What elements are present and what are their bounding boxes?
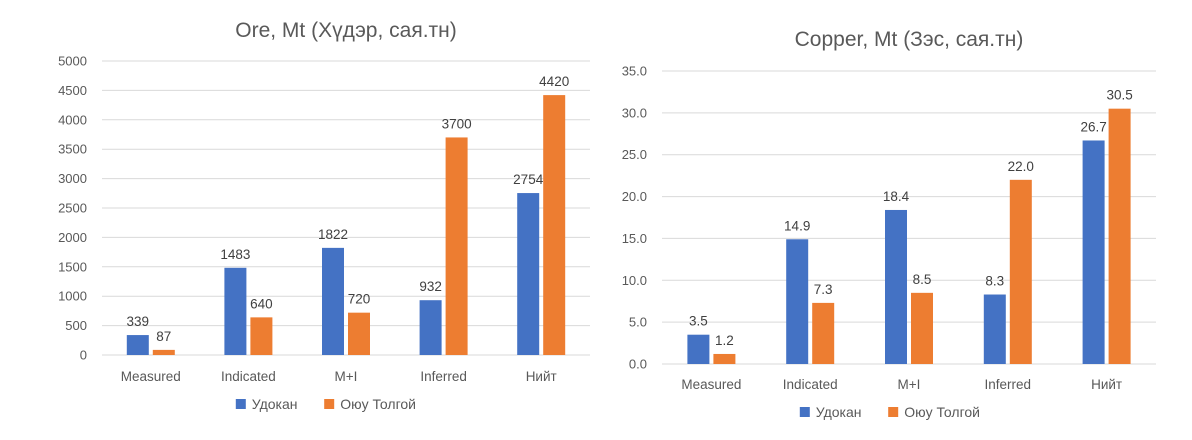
copper-y-tick-label: 0.0 bbox=[629, 357, 647, 372]
copper-data-label: 14.9 bbox=[784, 218, 810, 233]
copper-category-label: Нийт bbox=[1091, 377, 1122, 392]
ore-bar-udokan bbox=[126, 335, 149, 355]
copper-data-label: 22.0 bbox=[1008, 159, 1034, 174]
ore-data-label: 339 bbox=[127, 314, 150, 329]
ore-y-tick-label: 500 bbox=[65, 318, 87, 333]
copper-y-tick-label: 20.0 bbox=[622, 189, 647, 204]
ore-y-tick-label: 0 bbox=[80, 348, 87, 363]
ore-bar-oyu-tolgoi bbox=[543, 95, 566, 355]
copper-bar-udokan bbox=[687, 334, 710, 364]
ore-bar-udokan bbox=[419, 300, 442, 355]
copper-legend-swatch-oyu-tolgoi bbox=[888, 407, 899, 417]
copper-y-tick-label: 25.0 bbox=[622, 147, 647, 162]
ore-data-label: 1822 bbox=[318, 227, 348, 242]
ore-data-label: 4420 bbox=[539, 74, 569, 89]
copper-legend-label-oyu-tolgoi: Оюу Толгой bbox=[904, 404, 980, 420]
copper-bar-oyu-tolgoi bbox=[713, 353, 736, 364]
ore-y-tick-label: 5000 bbox=[58, 54, 87, 69]
copper-chart-panel: Copper, Mt (Зэс, сая.тн) 0.0 5.0 10.0 15.0 20… bbox=[600, 0, 1160, 440]
copper-data-label: 7.3 bbox=[814, 282, 833, 297]
ore-category-label: M+I bbox=[335, 369, 358, 384]
copper-bar-udokan bbox=[786, 239, 809, 364]
copper-y-tick-label: 5.0 bbox=[629, 315, 647, 330]
copper-category-label: M+I bbox=[898, 377, 921, 392]
ore-bar-oyu-tolgoi bbox=[152, 349, 175, 355]
ore-y-tick-label: 2000 bbox=[58, 230, 87, 245]
ore-bar-oyu-tolgoi bbox=[445, 137, 468, 355]
copper-data-label: 8.5 bbox=[913, 272, 932, 287]
copper-y-tick-label: 30.0 bbox=[622, 105, 647, 120]
copper-data-label: 1.2 bbox=[715, 333, 734, 348]
copper-chart-title: Copper, Mt (Зэс, сая.тн) bbox=[795, 28, 1024, 51]
copper-bar-oyu-tolgoi bbox=[812, 302, 835, 364]
ore-legend-label-udokan: Удокан bbox=[252, 396, 298, 412]
ore-category-label: Нийт bbox=[526, 369, 557, 384]
ore-data-label: 720 bbox=[348, 292, 371, 307]
ore-chart: Ore, Mt (Хүдэр, сая.тн) 0 500 1000 1500 2000 2… bbox=[58, 19, 590, 412]
copper-legend-label-udokan: Удокан bbox=[816, 404, 862, 420]
copper-bar-oyu-tolgoi bbox=[1108, 108, 1131, 365]
ore-y-tick-label: 4000 bbox=[58, 112, 87, 127]
ore-data-label: 87 bbox=[156, 329, 171, 344]
copper-y-tick-label: 35.0 bbox=[622, 64, 647, 79]
copper-category-label: Inferred bbox=[985, 377, 1032, 392]
copper-bar-oyu-tolgoi bbox=[911, 292, 933, 364]
ore-chart-title: Ore, Mt (Хүдэр, сая.тн) bbox=[235, 19, 456, 42]
ore-legend-label-oyu-tolgoi: Оюу Толгой bbox=[340, 396, 416, 412]
ore-y-tick-label: 1500 bbox=[58, 259, 87, 274]
ore-legend: Удокан Оюу Толгой bbox=[235, 396, 416, 412]
copper-data-label: 3.5 bbox=[689, 314, 708, 329]
ore-data-label: 640 bbox=[250, 296, 273, 311]
ore-data-label: 3700 bbox=[442, 116, 472, 131]
ore-y-tick-label: 3500 bbox=[58, 142, 87, 157]
ore-category-label: Indicated bbox=[221, 369, 276, 384]
copper-legend: Удокан Оюу Толгой bbox=[799, 404, 980, 420]
ore-category-label: Measured bbox=[121, 369, 181, 384]
ore-bar-oyu-tolgoi bbox=[250, 317, 273, 355]
ore-chart-panel: Ore, Mt (Хүдэр, сая.тн) 0 500 1000 1500 2000 2… bbox=[30, 0, 590, 440]
ore-category-label: Inferred bbox=[420, 369, 467, 384]
copper-data-label: 8.3 bbox=[985, 274, 1004, 289]
copper-legend-swatch-udokan bbox=[799, 407, 810, 417]
copper-bar-oyu-tolgoi bbox=[1009, 179, 1032, 364]
copper-data-label: 26.7 bbox=[1080, 119, 1106, 134]
copper-y-tick-label: 10.0 bbox=[622, 273, 647, 288]
copper-category-label: Indicated bbox=[783, 377, 838, 392]
copper-bar-udokan bbox=[885, 209, 907, 364]
ore-y-tick-label: 3000 bbox=[58, 171, 87, 186]
copper-data-label: 30.5 bbox=[1106, 88, 1132, 103]
ore-data-label: 2754 bbox=[513, 172, 544, 187]
ore-bar-oyu-tolgoi bbox=[348, 312, 370, 355]
copper-data-label: 18.4 bbox=[883, 189, 910, 204]
ore-legend-swatch-udokan bbox=[235, 399, 246, 409]
ore-y-tick-label: 4500 bbox=[58, 83, 87, 98]
ore-data-label: 1483 bbox=[220, 247, 250, 262]
ore-bar-udokan bbox=[517, 193, 540, 355]
ore-legend-swatch-oyu-tolgoi bbox=[324, 399, 335, 409]
copper-category-label: Measured bbox=[681, 377, 741, 392]
ore-y-tick-label: 2500 bbox=[58, 201, 87, 216]
copper-bar-udokan bbox=[1082, 140, 1105, 364]
ore-data-label: 932 bbox=[419, 279, 442, 294]
ore-bar-udokan bbox=[322, 247, 344, 355]
ore-y-tick-label: 1000 bbox=[58, 289, 87, 304]
copper-chart: Copper, Mt (Зэс, сая.тн) 0.0 5.0 10.0 15.0 20… bbox=[622, 28, 1156, 420]
ore-bar-udokan bbox=[224, 267, 247, 355]
copper-bar-udokan bbox=[983, 294, 1006, 364]
copper-y-tick-label: 15.0 bbox=[622, 231, 647, 246]
